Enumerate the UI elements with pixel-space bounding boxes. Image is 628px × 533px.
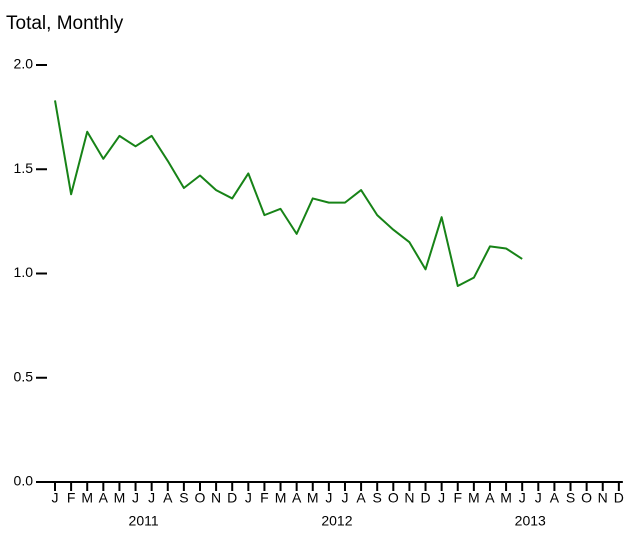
- x-tick-label: D: [420, 490, 430, 506]
- x-tick-label: N: [404, 490, 414, 506]
- x-tick-label: J: [438, 490, 445, 506]
- y-tick-label: 0.5: [14, 368, 34, 384]
- year-label: 2012: [321, 513, 352, 529]
- x-tick-label: N: [211, 490, 221, 506]
- x-tick-label: D: [227, 490, 237, 506]
- x-tick-label: O: [388, 490, 399, 506]
- x-tick-label: O: [195, 490, 206, 506]
- x-tick-label: S: [373, 490, 382, 506]
- x-tick-label: J: [325, 490, 332, 506]
- x-tick-label: S: [566, 490, 575, 506]
- y-tick-label: 0.0: [14, 473, 34, 489]
- x-tick-label: J: [535, 490, 542, 506]
- x-tick-label: J: [52, 490, 59, 506]
- x-tick-label: A: [163, 490, 173, 506]
- x-tick-label: S: [179, 490, 188, 506]
- x-tick-label: J: [148, 490, 155, 506]
- x-tick-label: M: [500, 490, 512, 506]
- x-tick-label: F: [260, 490, 269, 506]
- x-tick-label: A: [550, 490, 560, 506]
- x-tick-label: J: [132, 490, 139, 506]
- y-tick-label: 1.0: [14, 264, 34, 280]
- x-tick-label: D: [614, 490, 624, 506]
- x-tick-label: J: [341, 490, 348, 506]
- x-tick-label: F: [453, 490, 462, 506]
- year-label: 2011: [129, 513, 159, 529]
- chart-title: Total, Monthly: [6, 13, 124, 34]
- x-tick-label: M: [307, 490, 319, 506]
- y-tick-label: 2.0: [14, 56, 34, 72]
- x-tick-label: M: [114, 490, 126, 506]
- x-tick-label: A: [356, 490, 366, 506]
- x-tick-label: A: [292, 490, 302, 506]
- x-tick-label: J: [245, 490, 252, 506]
- x-tick-label: F: [67, 490, 76, 506]
- line: [54, 100, 523, 288]
- y-tick-label: 1.5: [14, 160, 34, 176]
- x-tick-label: M: [468, 490, 480, 506]
- x-tick-label: J: [519, 490, 526, 506]
- x-tick-label: M: [81, 490, 93, 506]
- x-tick-label: O: [581, 490, 592, 506]
- x-tick-label: A: [485, 490, 495, 506]
- x-tick-label: A: [99, 490, 109, 506]
- x-tick-label: N: [598, 490, 608, 506]
- year-label: 2013: [515, 513, 546, 529]
- x-tick-label: M: [275, 490, 287, 506]
